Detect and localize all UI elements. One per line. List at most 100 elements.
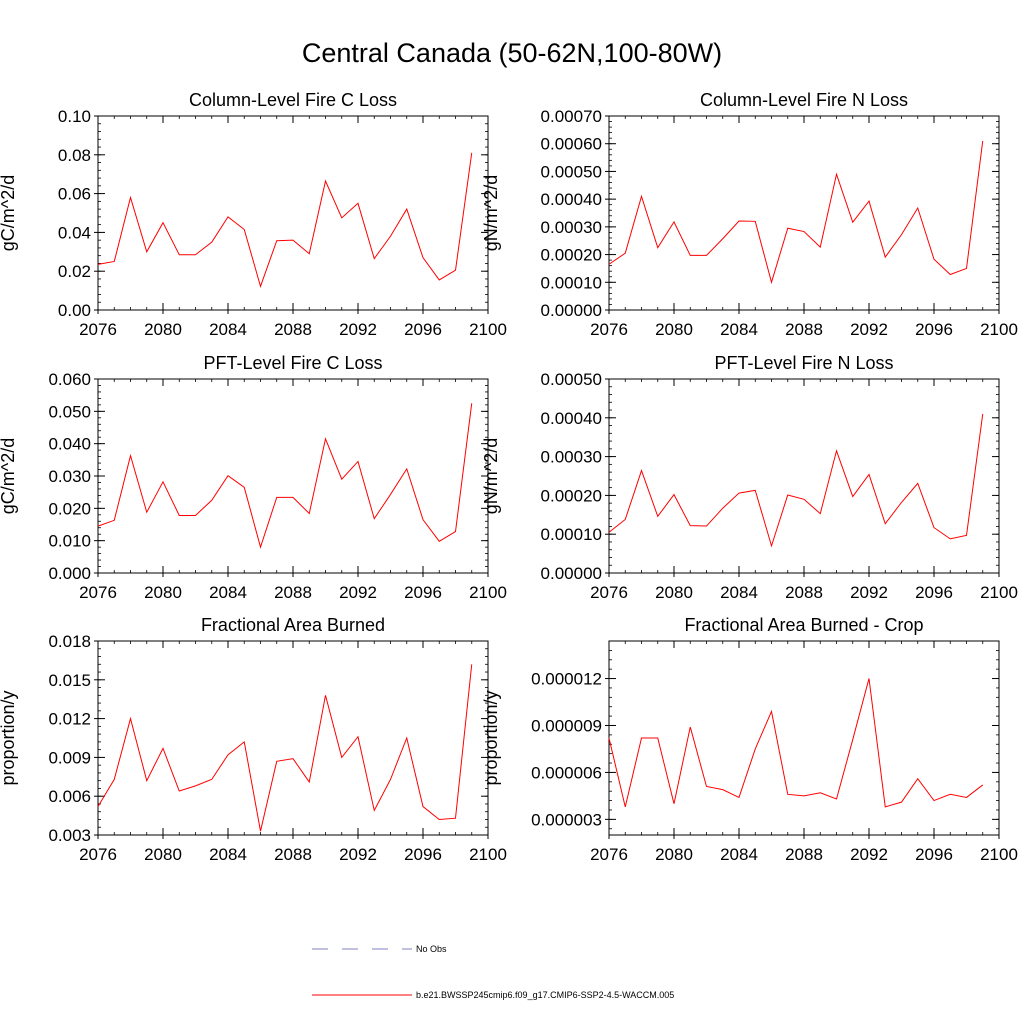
x-tick-label: 2088 xyxy=(274,320,312,339)
plot-frame xyxy=(608,378,1000,574)
x-tick-label: 2100 xyxy=(980,320,1018,339)
y-tick-label: 0.010 xyxy=(48,532,91,551)
legend-entry-model: b.e21.BWSSP245cmip6.f09_g17.CMIP6-SSP2-4… xyxy=(0,986,1024,1006)
y-tick-label: 0.10 xyxy=(58,107,91,126)
y-tick-label: 0.030 xyxy=(48,467,91,486)
y-tick-label: 0.000012 xyxy=(531,670,602,689)
y-tick-label: 0.020 xyxy=(48,499,91,518)
y-tick-label: 0.00010 xyxy=(541,273,602,292)
x-tick-label: 2092 xyxy=(339,845,377,864)
x-tick-label: 2080 xyxy=(655,320,693,339)
y-tick-label: 0.06 xyxy=(58,185,91,204)
plot-frame xyxy=(97,115,489,311)
x-tick-label: 2080 xyxy=(144,583,182,602)
panel-2: 2076 2080 2084 2088 2092 2096 2100 0.00000 0.000… xyxy=(481,90,1018,339)
x-tick-label: 2076 xyxy=(590,583,628,602)
y-tick-label: 0.00040 xyxy=(541,409,602,428)
legend-label-model: b.e21.BWSSP245cmip6.f09_g17.CMIP6-SSP2-4… xyxy=(416,990,675,1000)
y-tick-label: 0.00040 xyxy=(541,190,602,209)
x-tick-label: 2092 xyxy=(339,320,377,339)
y-tick-label: 0.009 xyxy=(48,748,91,767)
x-tick-label: 2080 xyxy=(655,583,693,602)
x-tick-label: 2096 xyxy=(404,583,442,602)
x-tick-label: 2088 xyxy=(274,583,312,602)
x-tick-label: 2100 xyxy=(980,845,1018,864)
y-axis-label: gN/m^2/d xyxy=(481,438,501,514)
x-tick-label: 2100 xyxy=(980,583,1018,602)
series-line xyxy=(608,678,984,808)
x-tick-label: 2096 xyxy=(915,845,953,864)
x-tick-label: 2076 xyxy=(79,320,117,339)
series-line xyxy=(97,664,473,832)
panel-4: 2076 2080 2084 2088 2092 2096 2100 0.00000 0.000… xyxy=(481,353,1018,602)
x-tick-label: 2088 xyxy=(785,320,823,339)
x-tick-label: 2100 xyxy=(469,845,507,864)
plot-frame xyxy=(608,640,1000,836)
y-tick-label: 0.006 xyxy=(48,787,91,806)
x-tick-label: 2076 xyxy=(590,845,628,864)
y-tick-label: 0.04 xyxy=(58,223,91,242)
x-tick-label: 2096 xyxy=(915,320,953,339)
x-tick-label: 2084 xyxy=(209,845,247,864)
x-tick-label: 2084 xyxy=(720,583,758,602)
plot-frame xyxy=(608,115,1000,311)
x-tick-label: 2076 xyxy=(590,320,628,339)
y-tick-label: 0.003 xyxy=(48,826,91,845)
y-tick-label: 0.000 xyxy=(48,564,91,583)
panel-title: Fractional Area Burned - Crop xyxy=(684,615,923,635)
x-tick-label: 2084 xyxy=(720,845,758,864)
panel-title: Fractional Area Burned xyxy=(201,615,385,635)
panel-title: PFT-Level Fire C Loss xyxy=(203,353,382,373)
x-tick-label: 2076 xyxy=(79,845,117,864)
y-tick-label: 0.000003 xyxy=(531,810,602,829)
x-tick-label: 2096 xyxy=(404,845,442,864)
y-tick-label: 0.060 xyxy=(48,370,91,389)
y-tick-label: 0.00030 xyxy=(541,218,602,237)
x-tick-label: 2096 xyxy=(915,583,953,602)
series-line xyxy=(608,140,984,285)
y-tick-label: 0.00000 xyxy=(541,564,602,583)
figure-title: Central Canada (50-62N,100-80W) xyxy=(301,38,723,68)
y-tick-label: 0.00 xyxy=(58,301,91,320)
panel-6: 2076 2080 2084 2088 2092 2096 2100 0.000003 0.00… xyxy=(481,615,1018,864)
x-tick-label: 2084 xyxy=(209,320,247,339)
plot-frame xyxy=(97,640,489,836)
x-tick-label: 2088 xyxy=(785,583,823,602)
x-tick-label: 2096 xyxy=(404,320,442,339)
y-tick-label: 0.000009 xyxy=(531,716,602,735)
series-line xyxy=(97,152,473,288)
y-tick-label: 0.040 xyxy=(48,435,91,454)
panel-1: 2076 2080 2084 2088 2092 2096 2100 0.00 0.02 0.04… xyxy=(0,90,507,339)
x-tick-label: 2080 xyxy=(144,845,182,864)
legend-entry-obs: No Obs xyxy=(0,940,1024,960)
x-tick-label: 2100 xyxy=(469,583,507,602)
y-tick-label: 0.000006 xyxy=(531,763,602,782)
y-tick-label: 0.00050 xyxy=(541,162,602,181)
series-line xyxy=(97,403,473,549)
x-tick-label: 2092 xyxy=(850,845,888,864)
x-tick-label: 2080 xyxy=(144,320,182,339)
x-tick-label: 2084 xyxy=(720,320,758,339)
x-tick-label: 2084 xyxy=(209,583,247,602)
x-tick-label: 2092 xyxy=(850,320,888,339)
panel-5: 2076 2080 2084 2088 2092 2096 2100 0.003 0.006 0.… xyxy=(0,615,507,864)
panel-title: Column-Level Fire C Loss xyxy=(189,90,397,110)
y-tick-label: 0.00030 xyxy=(541,448,602,467)
y-tick-label: 0.00060 xyxy=(541,135,602,154)
panel-title: PFT-Level Fire N Loss xyxy=(714,353,893,373)
legend-label-obs: No Obs xyxy=(416,944,447,954)
x-tick-label: 2092 xyxy=(339,583,377,602)
x-tick-label: 2076 xyxy=(79,583,117,602)
y-tick-label: 0.018 xyxy=(48,632,91,651)
panel-3: 2076 2080 2084 2088 2092 2096 2100 0.000 0.010 0.… xyxy=(0,353,507,602)
y-tick-label: 0.050 xyxy=(48,402,91,421)
y-axis-label: gC/m^2/d xyxy=(0,175,18,251)
y-tick-label: 0.00070 xyxy=(541,107,602,126)
y-axis-label: proportion/y xyxy=(481,690,501,785)
y-tick-label: 0.00020 xyxy=(541,246,602,265)
y-tick-label: 0.00010 xyxy=(541,525,602,544)
y-tick-label: 0.00000 xyxy=(541,301,602,320)
series-line xyxy=(608,413,984,548)
x-tick-label: 2088 xyxy=(785,845,823,864)
